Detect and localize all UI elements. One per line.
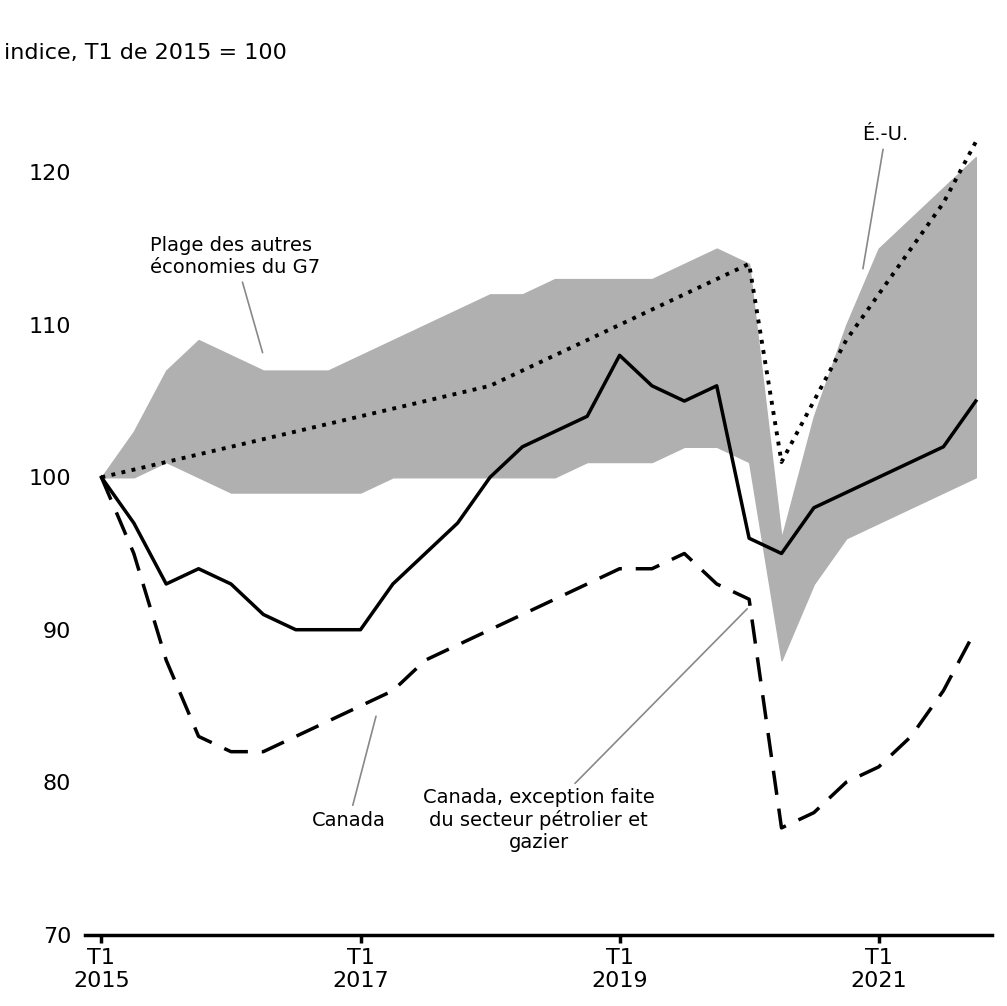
Text: Canada: Canada [312,716,386,830]
Text: É.-U.: É.-U. [862,125,908,269]
Text: indice, T1 de 2015 = 100: indice, T1 de 2015 = 100 [4,42,287,62]
Text: Canada, exception faite
du secteur pétrolier et
gazier: Canada, exception faite du secteur pétro… [423,609,747,852]
Text: Plage des autres
économies du G7: Plage des autres économies du G7 [150,235,320,353]
